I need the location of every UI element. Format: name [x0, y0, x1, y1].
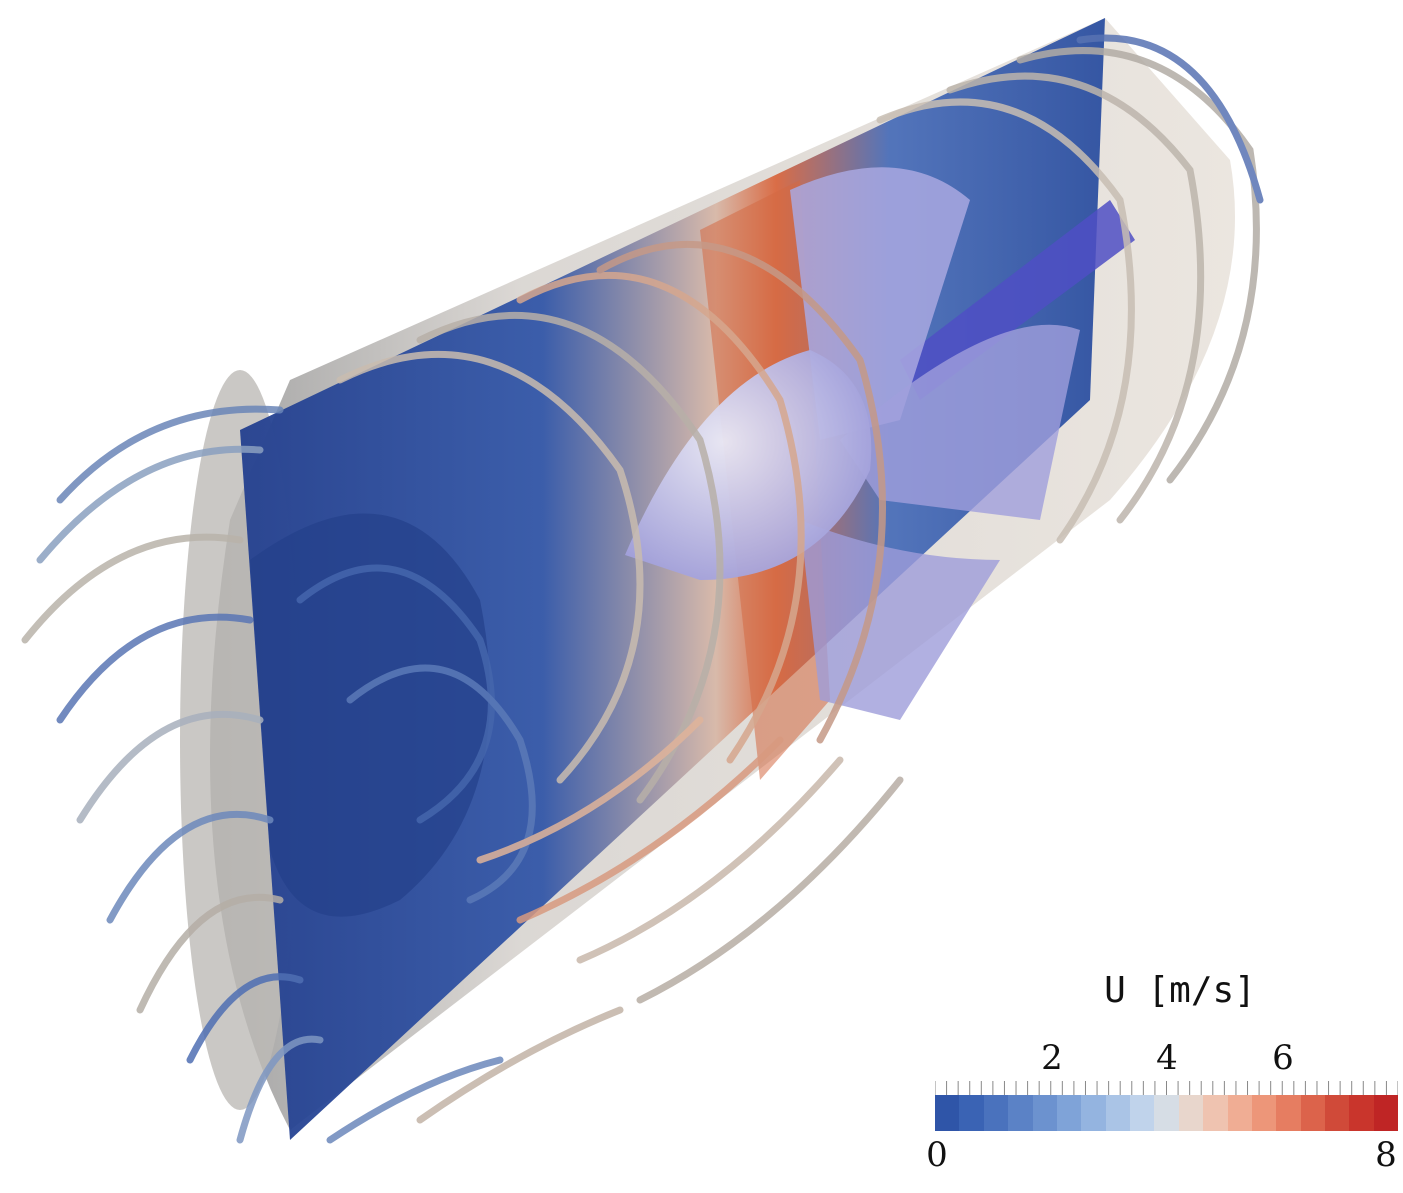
colorbar-min-label: 0: [926, 1135, 948, 1175]
turbine-hub: [625, 350, 872, 580]
colorbar-segment: [1056, 1095, 1082, 1131]
colorbar-segment: [1008, 1095, 1033, 1131]
colorbar-title: U [m/s]: [1104, 970, 1256, 1011]
colorbar-segment: [1251, 1095, 1277, 1131]
turbine-shaft: [900, 200, 1135, 400]
colorbar-segment: [935, 1095, 960, 1131]
colorbar-segment: [983, 1095, 1009, 1131]
colorbar-segment: [959, 1095, 984, 1131]
colorbar-segment: [1178, 1095, 1204, 1131]
colorbar-minor-ticks: [935, 1081, 1398, 1095]
colorbar-segment: [1349, 1095, 1374, 1131]
colorbar-segment: [1325, 1095, 1350, 1131]
colorbar-segment: [1032, 1095, 1057, 1131]
streamlines: [21, 34, 1264, 1144]
colorbar-segment: [1081, 1095, 1106, 1131]
colorbar-segment: [1154, 1095, 1179, 1131]
colorbar-tick-2: 2: [1041, 1038, 1063, 1078]
colorbar-tick-4: 4: [1156, 1038, 1178, 1078]
colorbar-tick-6: 6: [1272, 1038, 1294, 1078]
colorbar-segment: [1203, 1095, 1228, 1131]
colorbar-gradient: [935, 1095, 1399, 1131]
colorbar-segment: [1373, 1095, 1399, 1131]
colorbar-max-label: 8: [1375, 1135, 1397, 1175]
velocity-colorbar: U [m/s] 2 4 6 0 8: [920, 970, 1400, 1180]
colorbar-segment: [1227, 1095, 1252, 1131]
colorbar-segment: [1300, 1095, 1325, 1131]
turbine-blade: [840, 324, 1080, 520]
colorbar-segment: [1130, 1095, 1155, 1131]
colorbar-segment: [1105, 1095, 1130, 1131]
colorbar-segment: [1276, 1095, 1301, 1131]
